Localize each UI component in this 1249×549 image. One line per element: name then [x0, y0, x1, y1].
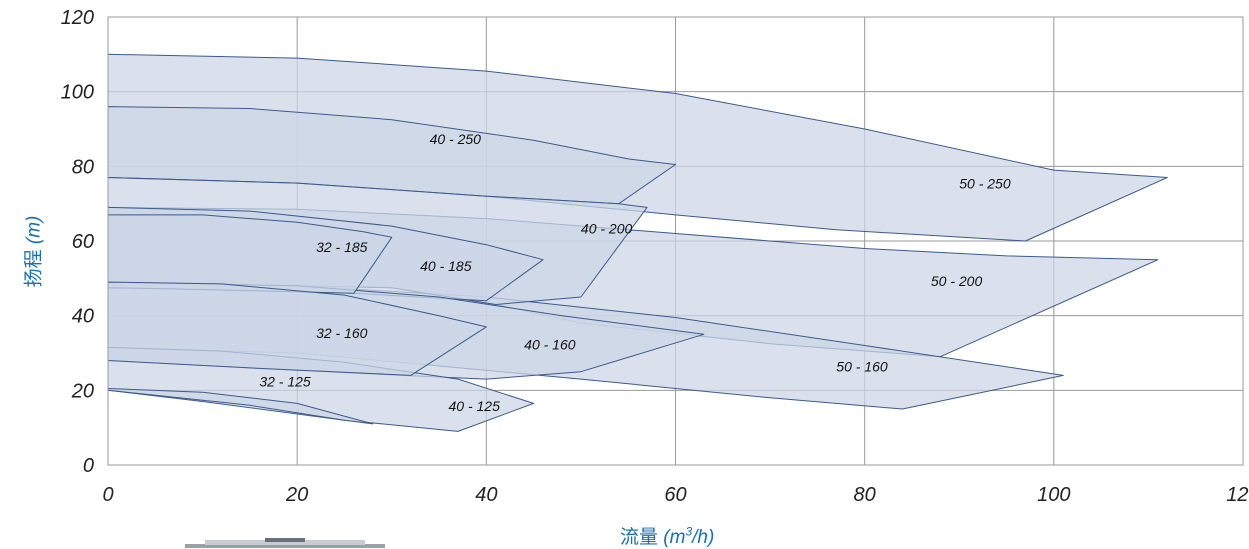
zone-32-160 — [107, 281, 487, 376]
x-axis-unit-sup: 3 — [685, 524, 693, 539]
zone-label: 32 - 160 — [316, 325, 368, 341]
zone-label: 50 - 250 — [959, 176, 1011, 192]
x-tick-label: 0 — [102, 484, 113, 506]
y-tick-label: 20 — [71, 380, 94, 402]
zone-label: 40 - 185 — [420, 258, 472, 274]
x-axis-title: 流量 (m3/h) — [620, 524, 715, 548]
x-tick-label: 60 — [664, 484, 686, 506]
grid-overlay — [107, 16, 1244, 466]
pump-photo — [185, 538, 385, 548]
y-tick-label: 120 — [61, 7, 94, 29]
x-tick-label: 40 — [475, 484, 497, 506]
y-axis-unit: (m) — [23, 215, 45, 245]
y-tick-label: 40 — [72, 306, 94, 328]
plot-border — [107, 16, 1244, 466]
x-axis-unit: m — [669, 527, 686, 548]
zone-label: 40 - 160 — [524, 336, 576, 352]
x-tick-label: 100 — [1037, 484, 1070, 506]
zone-label: 50 - 160 — [836, 359, 888, 375]
y-tick-label: 0 — [83, 455, 94, 477]
y-tick-labels: 0 20 40 60 80 100 120 — [61, 7, 94, 477]
y-tick-label: 60 — [72, 231, 94, 253]
y-tick-label: 100 — [61, 82, 94, 104]
zone-label: 32 - 185 — [316, 239, 368, 255]
x-axis-unit-tail: /h — [692, 527, 708, 548]
x-axis-name: 流量 — [620, 527, 659, 548]
y-axis-name: 扬程 — [23, 249, 45, 288]
x-tick-label: 20 — [285, 484, 308, 506]
x-tick-labels: 0 20 40 60 80 100 120 — [102, 484, 1249, 506]
zone-label: 40 - 125 — [449, 398, 501, 414]
zone-label: 40 - 250 — [430, 131, 482, 147]
x-tick-label: 120 — [1226, 484, 1249, 506]
zone-labels: 50 - 250 50 - 200 50 - 160 40 - 250 40 - 200… — [259, 131, 1011, 414]
pump-zones — [107, 53, 1168, 432]
zone-32-125 — [107, 388, 374, 425]
y-tick-label: 80 — [72, 156, 94, 178]
y-axis-title: 扬程 (m) — [18, 216, 45, 288]
zone-label: 32 - 125 — [259, 374, 311, 390]
zone-label: 40 - 200 — [581, 221, 633, 237]
zone-label: 50 - 200 — [931, 273, 983, 289]
x-tick-label: 80 — [854, 484, 876, 506]
